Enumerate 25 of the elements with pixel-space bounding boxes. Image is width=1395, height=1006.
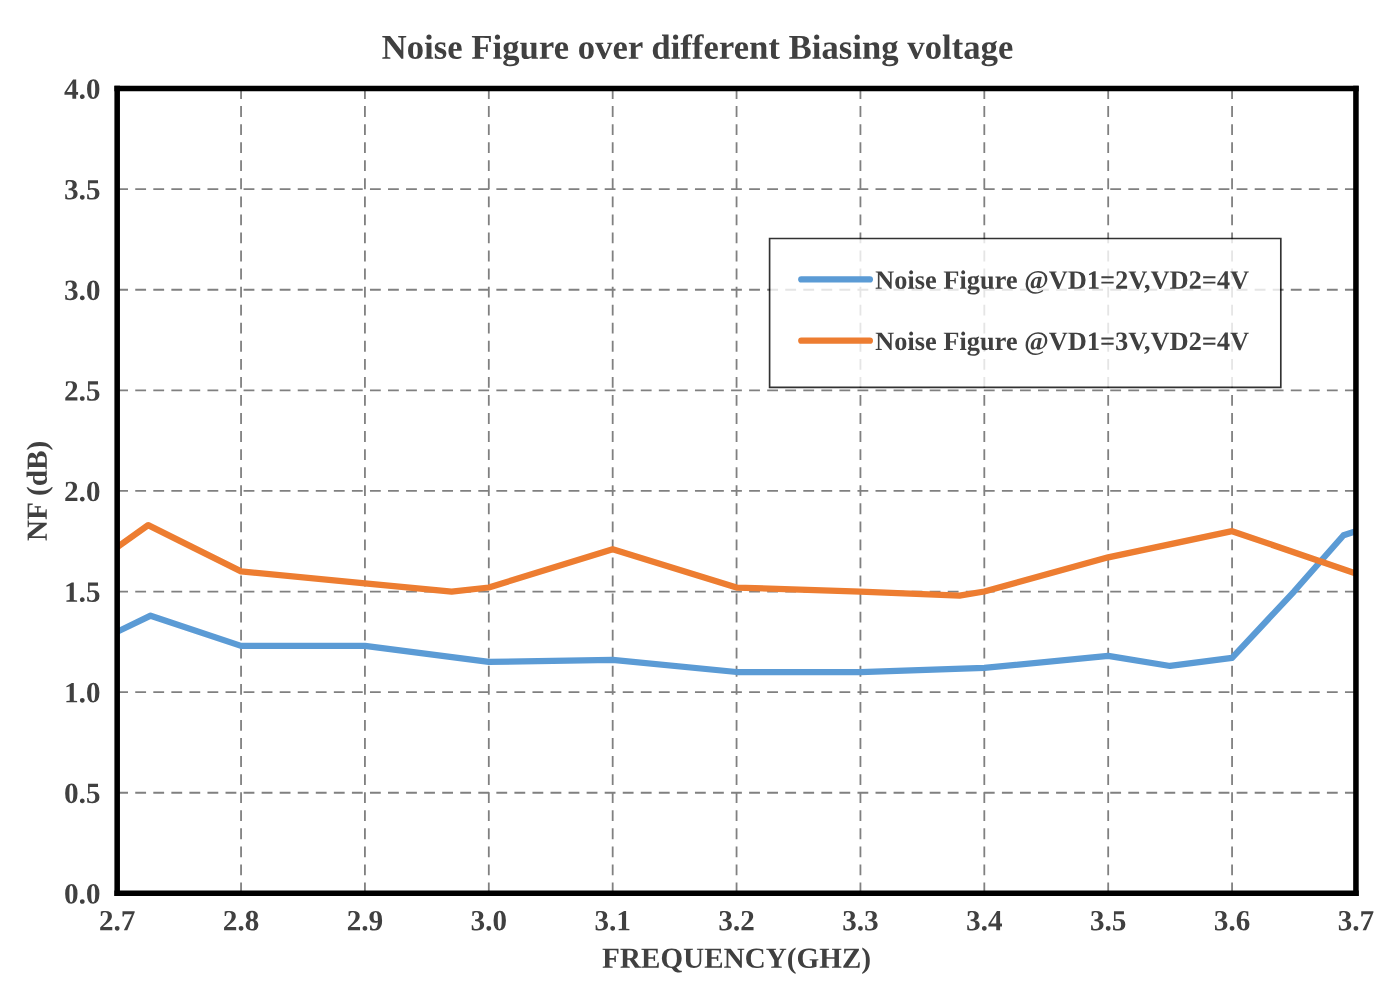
x-tick-label: 3.6 [1214,910,1250,931]
y-tick-label: 3.0 [65,280,100,301]
x-tick-label: 3.3 [843,910,878,931]
y-tick-label: 0.0 [65,884,100,904]
y-tick-label: 2.5 [65,381,100,401]
y-tick-label: 2.0 [65,481,100,502]
y-axis-title: NF (dB) [26,442,53,541]
y-tick-label: 1.0 [66,682,100,703]
x-tick-label: 2.7 [100,910,135,931]
x-tick-label: 2.8 [224,910,259,931]
x-tick-label: 2.9 [347,910,383,931]
x-tick-label: 3.4 [967,910,1002,931]
y-tick-label: 3.5 [65,179,100,200]
legend-label: Noise Figure @VD1=2V,VD2=4V [875,270,1249,295]
x-tick-label: 3.5 [1091,910,1126,931]
y-tick-label: 4.0 [64,79,100,100]
y-tick-label: 1.5 [66,582,100,603]
legend-label: Noise Figure @VD1=3V,VD2=4V [875,331,1249,356]
x-tick-label: 3.1 [595,910,630,931]
x-tick-label: 3.2 [719,910,754,931]
chart-title: Noise Figure over different Biasing voltage [382,34,1013,67]
x-axis-title: FREQUENCY(GHZ) [602,947,870,975]
x-tick-label: 3.7 [1338,910,1374,931]
x-tick-label: 3.0 [471,910,506,931]
y-tick-label: 0.5 [65,783,100,804]
